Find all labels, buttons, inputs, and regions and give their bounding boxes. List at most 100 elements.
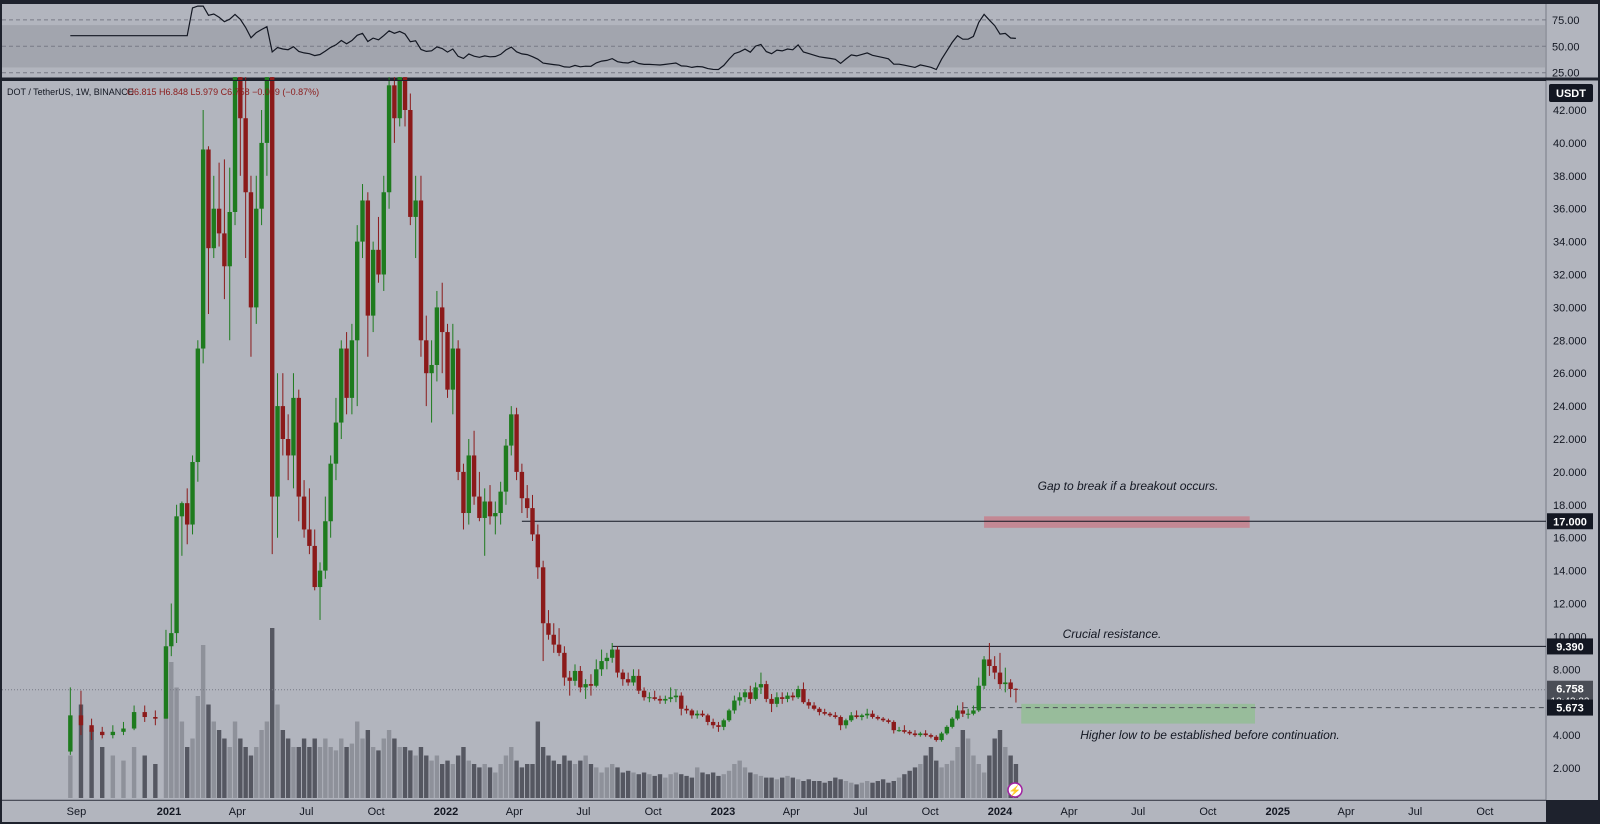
candle-body: [211, 208, 216, 249]
volume-bar: [78, 704, 84, 798]
candle-body: [78, 715, 84, 726]
time-tick-label: Jul: [299, 806, 313, 818]
volume-bar: [376, 750, 381, 798]
volume-bar: [153, 764, 158, 798]
candle-body: [243, 118, 248, 193]
volume-bar: [402, 747, 408, 798]
volume-bar: [1003, 747, 1008, 798]
volume-bar: [222, 738, 227, 798]
volume-bar: [418, 747, 424, 798]
candle-body: [583, 684, 588, 688]
volume-bar: [679, 774, 684, 798]
candle-body: [934, 736, 939, 741]
volume-bar: [705, 774, 711, 798]
candle-body: [1013, 688, 1019, 690]
price-tick-label: 12.000: [1553, 599, 1587, 611]
volume-bar: [880, 779, 886, 798]
volume-bar: [179, 721, 185, 798]
volume-bar: [482, 764, 487, 798]
volume-bar: [477, 767, 482, 798]
candle-body: [291, 397, 296, 456]
volume-bar: [684, 775, 689, 798]
volume-bar: [875, 781, 881, 798]
price-tick-label: 22.000: [1553, 434, 1587, 446]
zone-gap[interactable]: [984, 516, 1250, 528]
candle-body: [870, 713, 875, 718]
volume-bar: [636, 774, 641, 798]
volume-bar: [673, 772, 679, 798]
price-tick-label: 8.000: [1553, 664, 1581, 676]
lightning-icon[interactable]: [1007, 782, 1023, 798]
volume-bar: [296, 747, 301, 798]
volume-bar: [317, 747, 323, 798]
volume-bar: [195, 696, 201, 798]
volume-bar: [163, 713, 169, 798]
price-tick-label: 16.000: [1553, 533, 1587, 545]
candle-body: [121, 728, 126, 732]
volume-bar: [843, 781, 849, 798]
candle-body: [880, 718, 886, 721]
volume-bar: [949, 760, 955, 798]
candle-body: [859, 715, 865, 718]
candle-body: [732, 700, 737, 711]
zone-higher-low[interactable]: [1021, 703, 1255, 724]
volume-bar: [434, 755, 440, 798]
price-tick-label: 34.000: [1553, 237, 1587, 249]
volume-bar: [461, 747, 466, 798]
price-tick-label: 14.000: [1553, 566, 1587, 578]
volume-bar: [487, 767, 493, 798]
candle-body: [779, 697, 785, 699]
volume-bar: [838, 779, 843, 798]
candle-body: [811, 705, 817, 709]
volume-bar: [849, 782, 854, 798]
volume-bar: [795, 779, 801, 798]
candle-body: [965, 713, 971, 715]
candle-body: [955, 710, 960, 719]
candle-body: [849, 715, 854, 721]
volume-bar: [503, 755, 509, 798]
candle-body: [386, 85, 392, 193]
volume-bar: [100, 747, 105, 798]
volume-bar: [615, 767, 620, 798]
volume-bar: [301, 738, 307, 798]
candle-body: [100, 731, 105, 736]
candle-body: [944, 726, 950, 734]
currency-badge: [1549, 84, 1593, 102]
candle-body: [482, 501, 487, 518]
candle-body: [344, 348, 349, 398]
volume-bar: [142, 755, 147, 798]
volume-bar: [440, 764, 445, 798]
candle-body: [641, 690, 647, 698]
candle-body: [307, 529, 312, 546]
candle-body: [259, 142, 264, 209]
candle-body: [562, 652, 567, 678]
volume-bar: [737, 760, 742, 798]
candle-body: [896, 730, 902, 732]
volume-bar: [588, 764, 594, 798]
candle-body: [323, 521, 328, 571]
volume-bar: [200, 645, 206, 798]
price-tick-label: 38.000: [1553, 171, 1587, 183]
volume-bar: [131, 747, 137, 798]
volume-bar: [891, 781, 896, 798]
current-price-label: 6.758: [1556, 684, 1584, 696]
candle-body: [615, 649, 620, 673]
candle-body: [875, 717, 881, 719]
candle-body: [190, 462, 195, 525]
volume-bar: [551, 760, 556, 798]
volume-bar: [960, 730, 966, 798]
candle-body: [694, 713, 700, 716]
candle-body: [556, 644, 562, 653]
candle-body: [461, 471, 466, 514]
level-price-label: 9.390: [1556, 641, 1584, 653]
candle-body: [370, 249, 376, 316]
volume-bar: [710, 772, 716, 798]
volume-bar: [312, 738, 317, 798]
volume-bar: [466, 760, 471, 798]
candle-body: [636, 675, 641, 691]
volume-bar: [525, 764, 530, 798]
volume-bar: [243, 747, 248, 798]
volume-bar: [264, 721, 270, 798]
volume-bar: [827, 781, 833, 798]
